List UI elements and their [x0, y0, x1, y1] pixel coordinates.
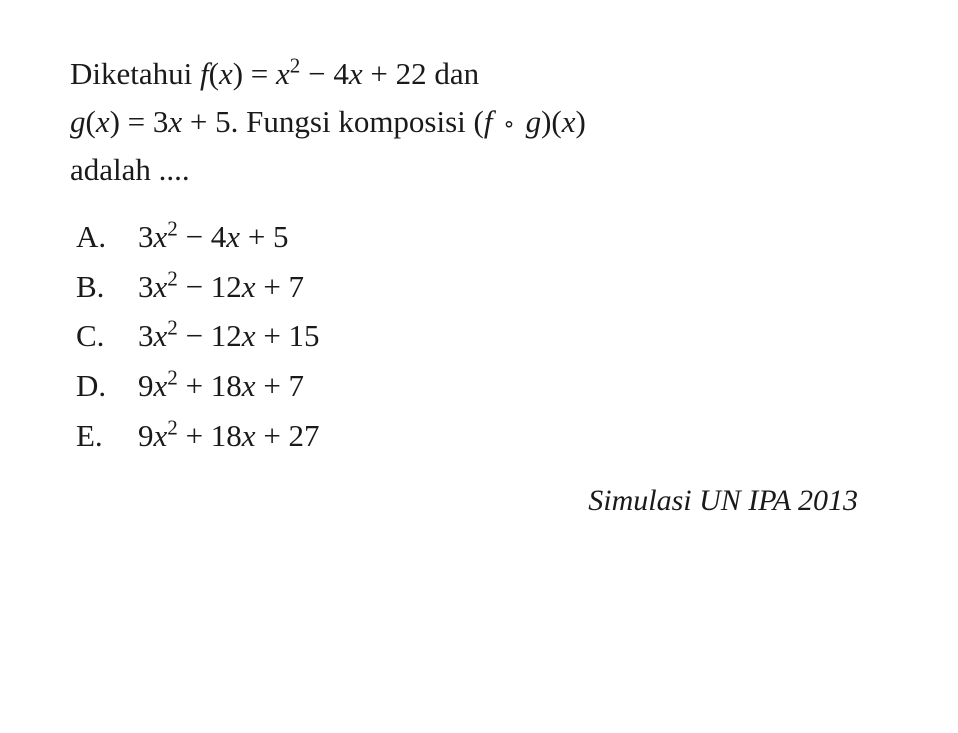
end: + 7 — [256, 368, 304, 403]
option-letter: C. — [76, 311, 138, 361]
end: + 27 — [256, 418, 320, 453]
option-b: B. 3x2 − 12x + 7 — [76, 262, 888, 312]
end: + 15 — [256, 318, 320, 353]
math-x-5: x — [562, 104, 576, 139]
question-text: Diketahui f(x) = x2 − 4x + 22 dan g(x) =… — [70, 50, 888, 194]
option-content: 3x2 − 12x + 7 — [138, 262, 888, 312]
var: x — [154, 418, 168, 453]
var2: x — [242, 418, 256, 453]
plus-5-fungsi: + 5. Fungsi komposisi ( — [182, 104, 484, 139]
math-x-3: x — [96, 104, 110, 139]
option-content: 9x2 + 18x + 27 — [138, 411, 888, 461]
coeff: 3 — [138, 269, 154, 304]
plus-22-dan: + 22 dan — [363, 56, 480, 91]
paren-open-2: ( — [86, 104, 96, 139]
mid: − 12 — [178, 269, 242, 304]
equals-3: ) = 3 — [110, 104, 169, 139]
math-g-2: g — [526, 104, 542, 139]
option-a: A. 3x2 − 4x + 5 — [76, 212, 888, 262]
exp: 2 — [167, 217, 178, 241]
mid: − 12 — [178, 318, 242, 353]
math-f-2: f — [484, 104, 493, 139]
math-x-2: x — [349, 56, 363, 91]
coeff: 9 — [138, 418, 154, 453]
exp: 2 — [167, 266, 178, 290]
minus-4: − 4 — [300, 56, 348, 91]
var: x — [154, 219, 168, 254]
math-x: x — [219, 56, 233, 91]
option-e: E. 9x2 + 18x + 27 — [76, 411, 888, 461]
paren-final: ) — [576, 104, 586, 139]
coeff: 3 — [138, 219, 154, 254]
question-line-2: g(x) = 3x + 5. Fungsi komposisi (f ∘ g)(… — [70, 98, 888, 146]
var2: x — [242, 269, 256, 304]
math-f: f — [200, 56, 209, 91]
var2: x — [242, 318, 256, 353]
mid: − 4 — [178, 219, 226, 254]
option-letter: D. — [76, 361, 138, 411]
equals: ) = — [233, 56, 276, 91]
option-letter: B. — [76, 262, 138, 312]
paren-open: ( — [209, 56, 219, 91]
exp: 2 — [167, 366, 178, 390]
math-g: g — [70, 104, 86, 139]
math-x-4: x — [168, 104, 182, 139]
coeff: 9 — [138, 368, 154, 403]
coeff: 3 — [138, 318, 154, 353]
mid: + 18 — [178, 418, 242, 453]
source-text: Simulasi UN IPA 2013 — [70, 484, 888, 518]
paren-close: )( — [541, 104, 562, 139]
var2: x — [242, 368, 256, 403]
compose-icon: ∘ — [493, 104, 526, 139]
var: x — [154, 269, 168, 304]
option-content: 9x2 + 18x + 7 — [138, 361, 888, 411]
question-line-1: Diketahui f(x) = x2 − 4x + 22 dan — [70, 50, 888, 98]
end: + 7 — [256, 269, 304, 304]
exp-2: 2 — [290, 54, 301, 78]
var: x — [154, 318, 168, 353]
end: + 5 — [240, 219, 288, 254]
mid: + 18 — [178, 368, 242, 403]
option-letter: E. — [76, 411, 138, 461]
text-diketahui: Diketahui — [70, 56, 200, 91]
question-line-3: adalah .... — [70, 146, 888, 194]
exp: 2 — [167, 316, 178, 340]
options-list: A. 3x2 − 4x + 5 B. 3x2 − 12x + 7 C. 3x2 … — [70, 212, 888, 460]
math-x2: x — [276, 56, 290, 91]
exp: 2 — [167, 415, 178, 439]
option-c: C. 3x2 − 12x + 15 — [76, 311, 888, 361]
option-d: D. 9x2 + 18x + 7 — [76, 361, 888, 411]
option-content: 3x2 − 12x + 15 — [138, 311, 888, 361]
var: x — [154, 368, 168, 403]
var2: x — [226, 219, 240, 254]
option-content: 3x2 − 4x + 5 — [138, 212, 888, 262]
option-letter: A. — [76, 212, 138, 262]
